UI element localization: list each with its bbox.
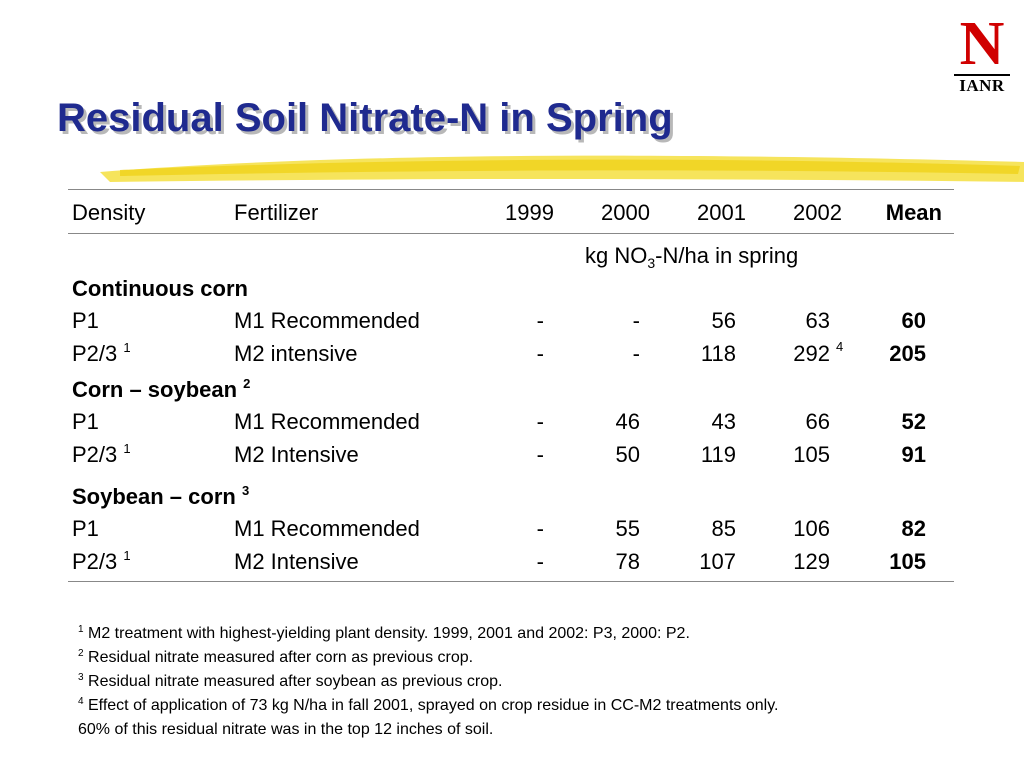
footnote: 60% of this residual nitrate was in the … [78, 721, 494, 738]
cell-y2000: 46 [615, 409, 640, 434]
cell-y1999: - [536, 516, 544, 541]
cell-density: P1 [72, 516, 99, 541]
group-heading: Corn – soybean 2 [72, 376, 251, 402]
group-heading: Continuous corn [72, 276, 248, 301]
ianr-logo: N IANR [952, 10, 1012, 95]
logo-text: IANR [959, 76, 1005, 95]
cell-y2001: 56 [711, 308, 736, 333]
cell-y2002: 63 [805, 308, 830, 333]
cell-density: P2/3 1 [72, 340, 131, 366]
slide-title: Residual Soil Nitrate-N in Spring [57, 96, 673, 140]
cell-y2001: 43 [711, 409, 736, 434]
cell-mean: 91 [901, 442, 926, 467]
footnote: 4 Effect of application of 73 kg N/ha in… [78, 696, 779, 714]
cell-density: P1 [72, 409, 99, 434]
cell-y2002: 66 [805, 409, 830, 434]
cell-y2001: 119 [700, 442, 736, 467]
cell-y1999: - [536, 409, 544, 434]
footnote: 3 Residual nitrate measured after soybea… [78, 672, 503, 690]
table-header-rule [68, 233, 954, 234]
header-density: Density [72, 200, 146, 225]
cell-y1999: - [536, 442, 544, 467]
footnote: 2 Residual nitrate measured after corn a… [78, 648, 474, 666]
cell-fertilizer: M1 Recommended [234, 409, 420, 434]
cell-y2000: 55 [615, 516, 640, 541]
cell-y2001: 107 [699, 549, 736, 574]
header-2000: 2000 [601, 200, 650, 225]
cell-y2002: 292 [793, 341, 830, 366]
footnote: 1 M2 treatment with highest-yielding pla… [78, 624, 690, 642]
cell-fertilizer: M2 Intensive [234, 549, 359, 574]
header-2002: 2002 [793, 200, 842, 225]
cell-fertilizer: M1 Recommended [234, 308, 420, 333]
cell-mean: 105 [889, 549, 926, 574]
cell-y2000: - [632, 308, 640, 333]
cell-y2001: 85 [711, 516, 736, 541]
logo-divider [954, 74, 1010, 76]
cell-y1999: - [536, 341, 544, 366]
cell-mean: 52 [901, 409, 926, 434]
header-1999: 1999 [505, 200, 554, 225]
cell-mean: 60 [901, 308, 926, 333]
cell-fertilizer: M1 Recommended [234, 516, 420, 541]
cell-y1999: - [536, 308, 544, 333]
cell-mean: 205 [889, 341, 926, 366]
cell-y1999: - [536, 549, 544, 574]
table-top-rule [68, 189, 954, 190]
cell-y2002-sup: 4 [836, 339, 844, 354]
cell-y2002: 105 [793, 442, 830, 467]
cell-y2002: 106 [793, 516, 830, 541]
logo-monogram: N [959, 10, 1005, 78]
header-mean: Mean [885, 200, 942, 225]
group-heading: Soybean – corn 3 [72, 483, 250, 509]
header-fertilizer: Fertilizer [234, 200, 319, 225]
cell-y2001: 118 [700, 341, 736, 366]
cell-y2000: 78 [615, 549, 640, 574]
cell-fertilizer: M2 intensive [234, 341, 358, 366]
cell-fertilizer: M2 Intensive [234, 442, 359, 467]
cell-y2002: 129 [793, 549, 830, 574]
cell-density: P1 [72, 308, 99, 333]
cell-mean: 82 [901, 516, 926, 541]
table-bottom-rule [68, 581, 954, 582]
cell-density: P2/3 1 [72, 548, 131, 574]
cell-density: P2/3 1 [72, 441, 131, 467]
title-underline-swoosh [100, 155, 1024, 182]
header-2001: 2001 [697, 200, 746, 225]
cell-y2000: - [632, 341, 640, 366]
cell-y2000: 50 [615, 442, 640, 467]
units-label: kg NO3-N/ha in spring [585, 243, 799, 271]
